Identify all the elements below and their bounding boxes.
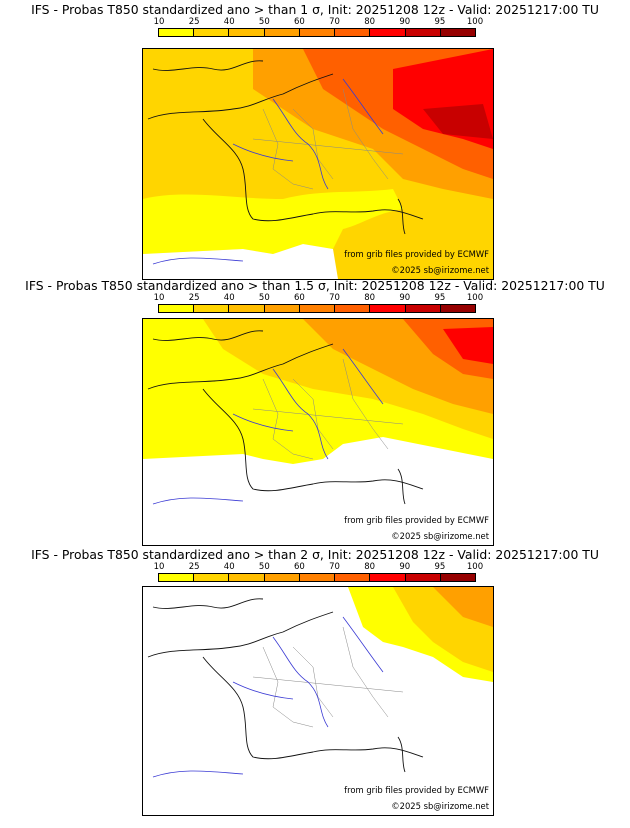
colorbar-swatch [299,574,336,581]
map-panel-2: IFS - Probas T850 standardized ano > tha… [0,278,630,546]
colorbar-swatch [194,574,230,581]
rivers [152,616,384,778]
coastlines [147,598,424,773]
map-panel-3: IFS - Probas T850 standardized ano > tha… [0,547,630,825]
coastlines [147,60,424,235]
colorbar-tick-label: 100 [466,293,484,303]
map-svg [143,587,493,815]
colorbar-swatch [299,305,336,312]
map-svg [143,319,493,545]
colorbar-tick-label: 40 [223,17,235,27]
colorbar-labels: 10 25 40 50 60 70 80 90 95 100 [154,562,484,572]
colorbar [158,28,476,37]
colorbar [158,304,476,313]
admin-borders [252,626,404,728]
colorbar-tick-label: 25 [188,293,200,303]
colorbar-tick-label: 40 [223,562,235,572]
colorbar-swatch [370,305,406,312]
colorbar-tick-label: 10 [153,17,165,27]
probability-map: from grib files provided by ECMWF ©2025 … [142,318,494,546]
map-svg [143,49,493,279]
colorbar-tick-label: 25 [188,17,200,27]
colorbar-swatch [264,574,300,581]
colorbar-tick-label: 10 [153,293,165,303]
colorbar-tick-label: 40 [223,293,235,303]
colorbar-swatch [440,574,475,581]
colorbar-tick-label: 95 [434,562,446,572]
coastlines [147,330,424,505]
admin-borders [252,358,404,460]
panel-title: IFS - Probas T850 standardized ano > tha… [31,547,599,562]
colorbar-tick-label: 80 [364,17,376,27]
colorbar-tick-label: 80 [364,293,376,303]
source-credit: from grib files provided by ECMWF [344,249,489,259]
colorbar-swatch [194,29,230,36]
colorbar-swatch [159,305,195,312]
colorbar-swatch [370,29,406,36]
colorbar-swatch [370,574,406,581]
colorbar-tick-label: 80 [364,562,376,572]
colorbar-swatch [335,574,371,581]
colorbar-tick-label: 100 [466,562,484,572]
colorbar [158,573,476,582]
colorbar-swatch [159,574,195,581]
colorbar-tick-label: 60 [294,562,305,572]
colorbar-tick-label: 60 [294,17,305,27]
probability-map: from grib files provided by ECMWF ©2025 … [142,48,494,280]
colorbar-tick-label: 60 [294,293,305,303]
colorbar-swatch [440,305,475,312]
colorbar-tick-label: 95 [434,293,446,303]
rivers [152,78,384,265]
colorbar-tick-label: 100 [466,17,484,27]
colorbar-swatch [264,305,300,312]
prob-field-orange [433,587,493,627]
colorbar-swatch [335,29,371,36]
colorbar-swatch [264,29,300,36]
colorbar-tick-label: 95 [434,17,446,27]
colorbar-tick-label: 10 [153,562,165,572]
colorbar-swatch [335,305,371,312]
colorbar-tick-label: 70 [329,562,340,572]
colorbar-tick-label: 90 [399,17,411,27]
colorbar-tick-label: 70 [329,17,340,27]
colorbar-swatch [405,305,441,312]
colorbar-swatch [159,29,195,36]
colorbar-tick-label: 50 [258,293,270,303]
panel-title: IFS - Probas T850 standardized ano > tha… [31,2,599,17]
colorbar-swatch [229,574,265,581]
colorbar-swatch [299,29,336,36]
probability-map: from grib files provided by ECMWF ©2025 … [142,586,494,816]
source-credit: from grib files provided by ECMWF [344,515,489,525]
colorbar-tick-label: 25 [188,562,200,572]
colorbar-tick-label: 70 [329,293,340,303]
colorbar-swatch [405,29,441,36]
prob-field-none [143,244,338,279]
copyright-credit: ©2025 sb@irizome.net [391,531,489,541]
colorbar-swatch [405,574,441,581]
prob-field-darkred [423,104,493,139]
colorbar-tick-label: 90 [399,562,411,572]
colorbar-tick-label: 50 [258,562,270,572]
colorbar-swatch [440,29,475,36]
admin-borders [252,88,404,190]
colorbar-swatch [194,305,230,312]
prob-field-red [443,327,493,364]
copyright-credit: ©2025 sb@irizome.net [391,801,489,811]
colorbar-swatch [229,29,265,36]
prob-field-yellow-south [143,189,403,254]
colorbar-swatch [229,305,265,312]
copyright-credit: ©2025 sb@irizome.net [391,265,489,275]
colorbar-labels: 10 25 40 50 60 70 80 90 95 100 [154,293,484,303]
colorbar-tick-label: 50 [258,17,270,27]
colorbar-tick-label: 90 [399,293,411,303]
rivers [152,348,384,505]
map-panel-1: IFS - Probas T850 standardized ano > tha… [0,2,630,280]
source-credit: from grib files provided by ECMWF [344,785,489,795]
colorbar-labels: 10 25 40 50 60 70 80 90 95 100 [154,17,484,27]
panel-title: IFS - Probas T850 standardized ano > tha… [25,278,605,293]
